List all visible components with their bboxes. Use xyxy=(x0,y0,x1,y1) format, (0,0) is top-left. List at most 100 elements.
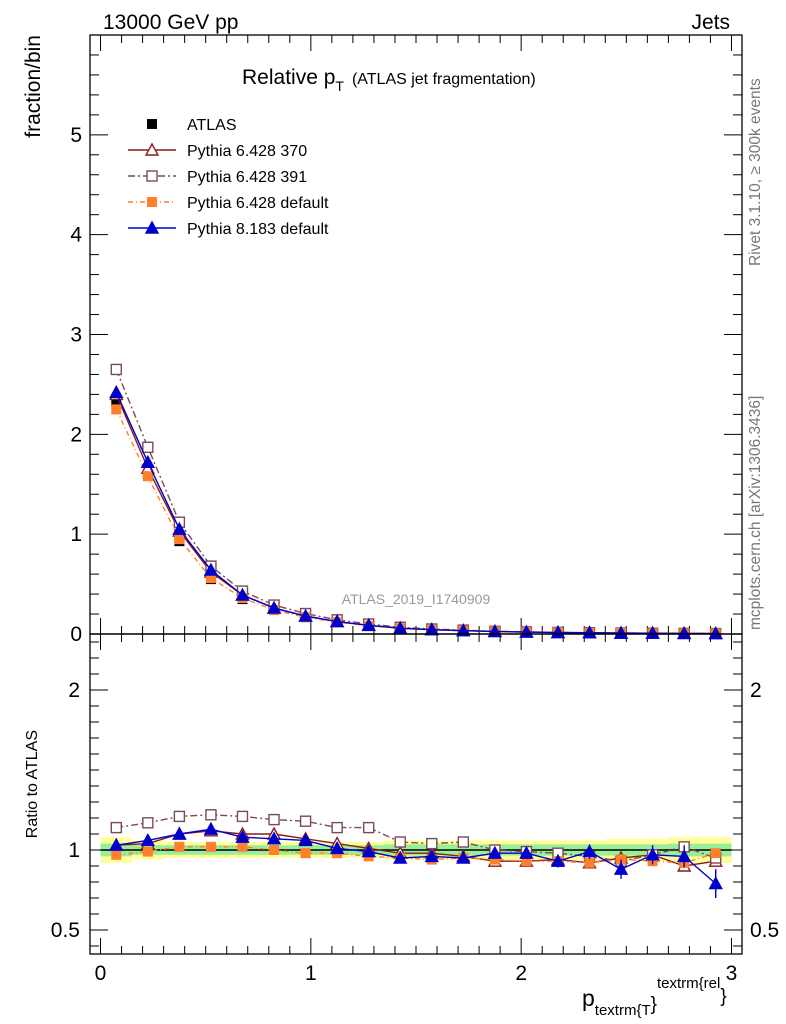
series-3-ratio-point xyxy=(550,853,566,867)
series-3-point xyxy=(424,622,439,636)
series-1-ratio-point xyxy=(426,837,438,850)
header-energy-label: 13000 GeV pp xyxy=(103,11,238,34)
series-3-ratio-point xyxy=(203,821,219,835)
x-tick-label: 2 xyxy=(515,962,527,985)
series-2-ratio-point xyxy=(237,841,248,852)
bottom-panel-frame xyxy=(89,633,743,955)
legend-label-0: Pythia 6.428 370 xyxy=(187,143,307,160)
x-tick-label: 1 xyxy=(305,962,317,985)
series-2-point xyxy=(142,471,153,482)
series-2-point xyxy=(111,404,122,415)
y-tick-label-bottom: 0.5 xyxy=(51,919,80,942)
series-3-ratio-point xyxy=(266,831,282,845)
series-3-point xyxy=(266,600,282,614)
x-axis-title: ptextrm{T}textrm{rel} xyxy=(582,975,727,1019)
series-1-ratio-point xyxy=(205,809,217,821)
series-3-point xyxy=(203,562,219,576)
series-3-ratio-point xyxy=(298,832,313,847)
y-tick-label-bottom-right: 0.5 xyxy=(750,919,779,942)
atlas-data-point xyxy=(111,396,122,407)
series-1-ratio-point xyxy=(236,810,249,823)
y-tick-label-bottom: 1 xyxy=(68,839,80,862)
series-3-point xyxy=(645,625,660,639)
series-1-ratio-point xyxy=(268,813,280,826)
series-1-ratio-point xyxy=(110,821,122,834)
series-3-point xyxy=(140,454,156,468)
legend-marker-1 xyxy=(146,170,158,182)
y-tick-label-bottom: 2 xyxy=(68,679,80,702)
header-category-label: Jets xyxy=(691,11,730,34)
series-3-ratio-point xyxy=(487,845,503,859)
legend-marker-0 xyxy=(144,142,160,156)
series-3-ratio-point xyxy=(582,844,597,858)
analysis-id-label: ATLAS_2019_I1740909 xyxy=(342,591,491,607)
series-3-point xyxy=(393,620,408,635)
series-3-ratio-point xyxy=(172,826,187,840)
x-tick-label: 3 xyxy=(726,962,738,985)
y-axis-title-bottom: Ratio to ATLAS xyxy=(24,730,41,838)
series-3-ratio-point xyxy=(361,844,376,858)
legend-marker-2 xyxy=(147,197,157,207)
series-3-point xyxy=(298,608,313,622)
legend-marker-3 xyxy=(144,220,160,234)
series-2-ratio-point xyxy=(174,841,185,852)
y-tick-label-top: 1 xyxy=(70,523,82,546)
series-1-ratio-point xyxy=(457,836,470,848)
series-3-point xyxy=(361,617,376,632)
series-3-ratio-point xyxy=(708,876,723,890)
series-3-point xyxy=(329,614,345,628)
top-panel-ticks: 0 1 2 3 4 5 xyxy=(70,35,742,646)
series-2-ratio-point xyxy=(710,848,721,859)
series-3-point xyxy=(172,521,187,535)
rivet-version-label: Rivet 3.1.10, ≥ 300k events xyxy=(747,78,764,266)
y-axis-title-top: fraction/bin xyxy=(22,35,45,138)
series-3-point xyxy=(235,587,250,601)
y-tick-label-top: 5 xyxy=(70,124,82,147)
series-3-ratio-point xyxy=(329,840,345,855)
series-2-ratio-line xyxy=(116,846,716,864)
series-2-ratio-point xyxy=(584,857,595,868)
series-2-point xyxy=(174,534,185,545)
series-3-ratio-point xyxy=(613,861,629,875)
y-tick-label-bottom-right: 2 xyxy=(750,679,762,702)
series-3-ratio-point xyxy=(519,845,534,859)
chart-title: Relative pT (ATLAS jet fragmentation) xyxy=(242,66,536,94)
series-1-ratio-point xyxy=(362,821,375,834)
series-3-ratio-point xyxy=(109,837,124,851)
y-tick-label-top: 3 xyxy=(70,324,82,347)
series-3-ratio-point xyxy=(676,848,692,863)
series-1-ratio-point xyxy=(299,815,312,827)
series-2-ratio-point xyxy=(111,849,122,860)
y-tick-label-top: 4 xyxy=(70,224,82,247)
legend: ATLAS Pythia 6.428 370 Pythia 6.428 391 Pyt… xyxy=(128,117,329,238)
legend-label-1: Pythia 6.428 391 xyxy=(187,169,307,186)
legend-label-3: Pythia 8.183 default xyxy=(187,221,329,238)
series-3-ratio-line xyxy=(116,828,717,885)
series-2-ratio-point xyxy=(269,845,280,855)
series-3-point xyxy=(582,625,597,639)
series-2-ratio-point xyxy=(205,841,216,852)
mcplots-source-label: mcplots.cern.ch [arXiv:1306.3436] xyxy=(747,396,764,630)
legend-atlas-label: ATLAS xyxy=(187,117,237,134)
series-3-ratio-point xyxy=(235,829,250,843)
bottom-panel-ticks: 0 1 2 3 0.5 0.5 1 2 2 xyxy=(51,634,779,985)
series-3-ratio-point xyxy=(456,850,471,864)
bottom-panel-series xyxy=(109,809,723,898)
series-3-point xyxy=(708,626,723,640)
x-tick-label: 0 xyxy=(95,962,107,985)
series-1-point xyxy=(110,363,122,376)
series-3-point xyxy=(456,623,471,637)
series-3-point xyxy=(109,384,124,399)
series-2-ratio-point xyxy=(142,846,153,857)
series-3-ratio-point xyxy=(645,847,660,861)
series-1-ratio-point xyxy=(142,817,154,829)
series-3-ratio-point xyxy=(140,832,156,847)
series-3-point xyxy=(550,625,566,639)
legend-label-2: Pythia 6.428 default xyxy=(187,195,329,212)
series-3-ratio-point xyxy=(424,848,439,863)
series-2-ratio-point xyxy=(300,848,311,859)
series-3-point xyxy=(676,625,692,640)
series-3-point xyxy=(613,625,629,639)
y-tick-label-top: 2 xyxy=(70,423,82,446)
